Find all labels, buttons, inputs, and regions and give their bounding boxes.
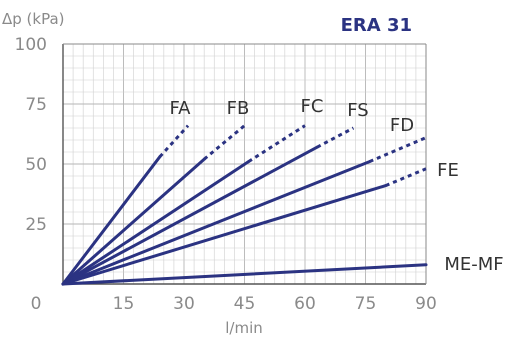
series-dashed-fs bbox=[316, 126, 355, 149]
series-line-fb bbox=[61, 157, 206, 286]
y-tick-label: 50 bbox=[25, 155, 47, 175]
series-label-me-mf: ME-MF bbox=[444, 254, 503, 275]
series-line-me-mf bbox=[61, 263, 428, 286]
series-label-fa: FA bbox=[169, 98, 191, 119]
y-tick-label: 100 bbox=[15, 35, 47, 55]
chart-title: ERA 31 bbox=[341, 15, 412, 36]
y-tick-label: 75 bbox=[25, 95, 47, 115]
x-axis-label: l/min bbox=[225, 319, 263, 337]
series-line-fs bbox=[61, 145, 319, 286]
series-line-fa bbox=[61, 155, 162, 286]
series-line-fe bbox=[61, 184, 388, 286]
x-tick-label: 15 bbox=[113, 294, 135, 314]
series-label-fc: FC bbox=[301, 96, 324, 117]
series-group bbox=[61, 124, 428, 286]
series-label-fd: FD bbox=[390, 115, 414, 136]
series-label-fs: FS bbox=[347, 100, 368, 121]
y-axis-label: Δp (kPa) bbox=[2, 10, 65, 28]
series-label-fb: FB bbox=[227, 98, 250, 119]
series-dashed-fa bbox=[158, 124, 190, 158]
series-line-fd bbox=[61, 160, 372, 286]
series-dashed-fb bbox=[203, 124, 246, 161]
x-tick-label: 0 bbox=[31, 294, 42, 314]
labels-group: 0 15 30 45 60 75 90 25 50 75 100 FA FB FC FS FD FE ME-MF bbox=[15, 35, 504, 314]
series-line-fc bbox=[61, 160, 251, 286]
series-dashed-fd bbox=[368, 136, 427, 163]
x-tick-label: 75 bbox=[355, 294, 377, 314]
x-tick-label: 90 bbox=[415, 294, 437, 314]
x-tick-label: 45 bbox=[234, 294, 256, 314]
axes bbox=[62, 43, 427, 285]
series-dashed-fc bbox=[247, 124, 306, 163]
series-label-fe: FE bbox=[437, 160, 459, 181]
x-tick-label: 30 bbox=[173, 294, 195, 314]
y-tick-label: 25 bbox=[25, 215, 47, 235]
x-tick-label: 60 bbox=[294, 294, 316, 314]
